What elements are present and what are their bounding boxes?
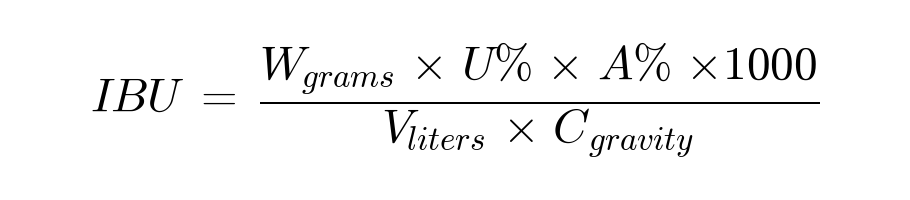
Text: $\boldsymbol{\mathit{IBU}}\ =\ \dfrac{\boldsymbol{\mathit{W}}_{\!\boldsymbol{\ma: $\boldsymbol{\mathit{IBU}}\ =\ \dfrac{\b…	[90, 40, 820, 160]
